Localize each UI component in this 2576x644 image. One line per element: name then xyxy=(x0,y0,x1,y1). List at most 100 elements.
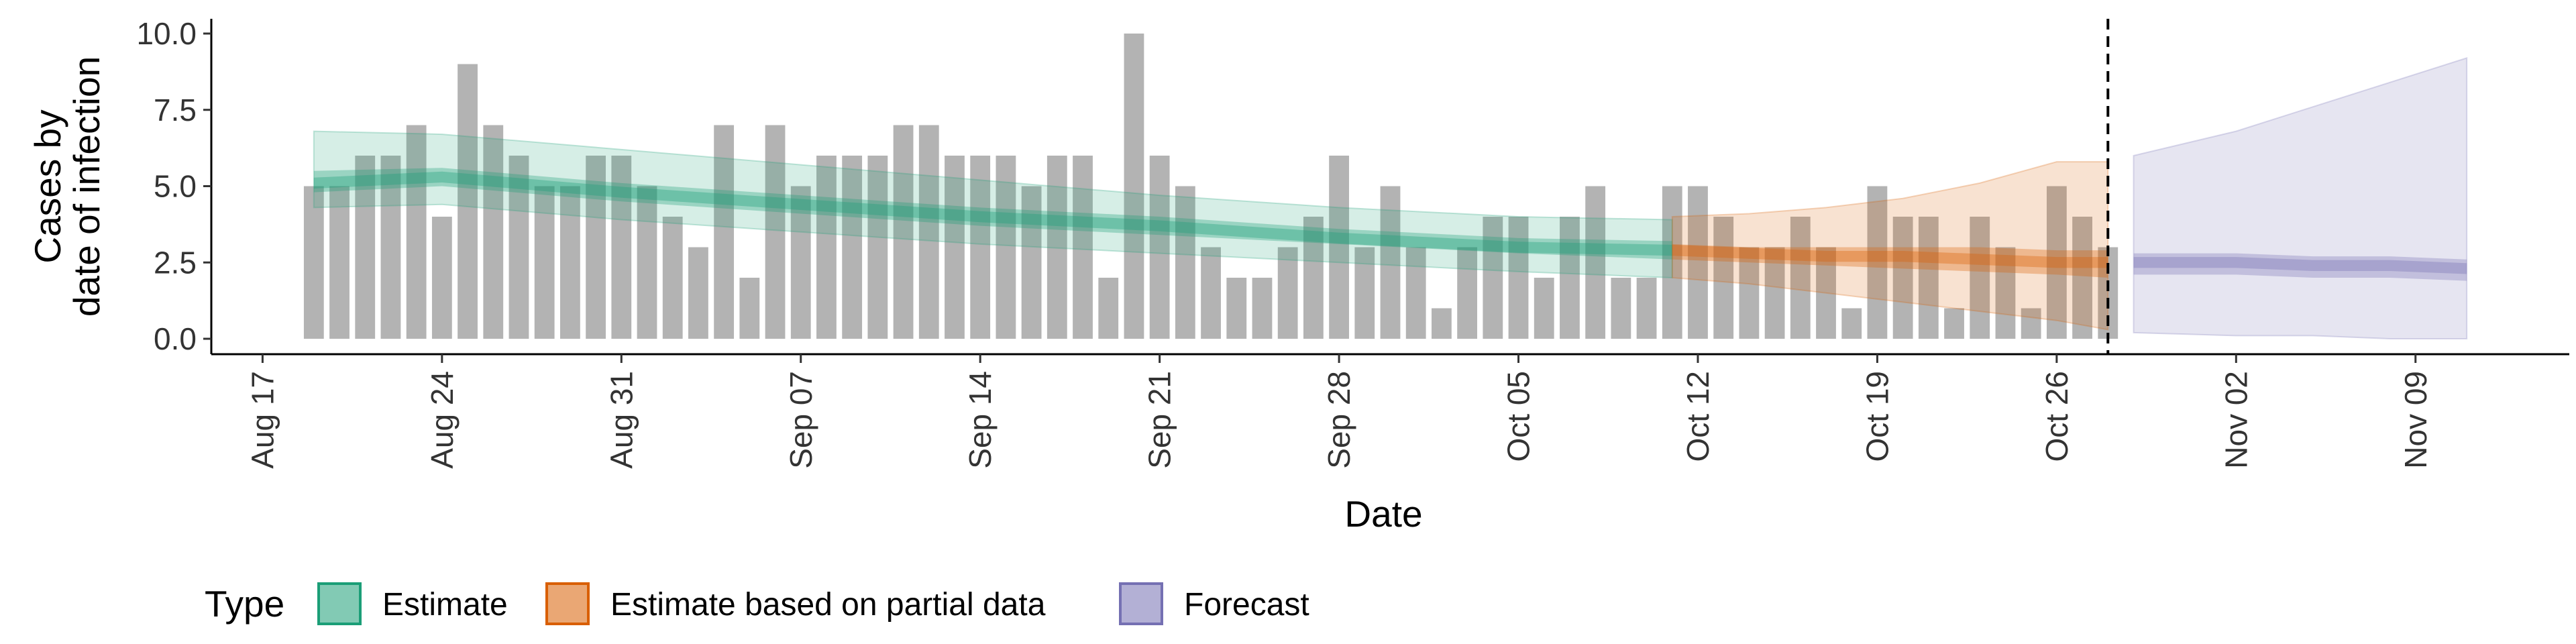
bar xyxy=(1713,217,1734,339)
band-90 xyxy=(2133,57,2468,339)
bar xyxy=(1892,217,1913,339)
bar xyxy=(1354,247,1375,339)
legend: Type Estimate Estimate based on partial da… xyxy=(205,582,1309,625)
bar xyxy=(1457,247,1478,339)
y-tick-label: 2.5 xyxy=(154,245,197,280)
bar xyxy=(1764,247,1785,339)
legend-item: Estimate xyxy=(317,582,508,625)
band-median xyxy=(2133,257,2467,274)
y-axis-title-line-2: date of infection xyxy=(66,56,107,317)
bar xyxy=(1405,247,1426,339)
bar xyxy=(1688,186,1708,339)
band-50 xyxy=(2133,253,2467,281)
bar xyxy=(1329,156,1349,339)
x-tick-label: Nov 09 xyxy=(2398,371,2433,469)
bar xyxy=(1201,247,1221,339)
bar xyxy=(1303,217,1324,339)
legend-swatch xyxy=(1119,582,1163,625)
bar xyxy=(303,186,324,339)
bar xyxy=(970,156,991,339)
bar xyxy=(893,125,914,339)
bar xyxy=(1816,247,1836,339)
bar xyxy=(329,186,350,339)
bar xyxy=(406,125,427,339)
x-axis-title: Date xyxy=(1344,493,1422,535)
y-tick-label: 7.5 xyxy=(154,93,197,127)
bar xyxy=(508,156,529,339)
x-tick-label: Nov 02 xyxy=(2218,371,2253,469)
bar xyxy=(996,156,1016,339)
ticks-layer: 0.0 2.5 5.0 7.5 10.0 Aug 17 Aug 24 Aug 31 Sep 07… xyxy=(136,16,2432,469)
bar xyxy=(739,278,760,339)
bar xyxy=(1611,278,1631,339)
x-tick-label: Sep 14 xyxy=(963,371,998,469)
bar xyxy=(1508,217,1529,339)
legend-title: Type xyxy=(205,583,284,625)
bar xyxy=(1585,186,1606,339)
y-axis-title-line-1: Cases by xyxy=(27,109,68,264)
bar xyxy=(1739,247,1760,339)
bar xyxy=(816,156,837,339)
bar xyxy=(637,186,657,339)
x-tick-label: Oct 05 xyxy=(1501,371,1536,462)
bar xyxy=(1021,186,1042,339)
bar xyxy=(1149,156,1170,339)
x-tick-label: Sep 21 xyxy=(1142,371,1177,469)
bar xyxy=(688,247,708,339)
bar xyxy=(1252,278,1273,339)
band-median xyxy=(1672,244,2108,268)
bar xyxy=(1226,278,1247,339)
bands-layer xyxy=(313,57,2468,339)
legend-item: Forecast xyxy=(1119,582,1309,625)
bar xyxy=(1175,186,1195,339)
bar xyxy=(867,156,888,339)
bar xyxy=(1944,308,1964,339)
bar xyxy=(355,156,376,339)
x-tick-label: Oct 19 xyxy=(1860,371,1894,462)
bar xyxy=(1841,308,1862,339)
bar xyxy=(380,156,401,339)
band-forecast xyxy=(2133,57,2468,339)
band-median xyxy=(313,171,1672,256)
bar xyxy=(1790,217,1811,339)
bar xyxy=(2021,308,2041,339)
bar xyxy=(1483,217,1503,339)
bar xyxy=(2072,217,2092,339)
x-tick-label: Sep 28 xyxy=(1322,371,1356,469)
bar xyxy=(1995,247,2016,339)
bar xyxy=(431,217,452,339)
legend-label: Forecast xyxy=(1184,587,1309,623)
bar xyxy=(1867,186,1888,339)
bar xyxy=(1277,247,1298,339)
bar xyxy=(458,64,478,339)
bar xyxy=(1560,217,1580,339)
bar xyxy=(534,186,555,339)
bar xyxy=(842,156,863,339)
x-tick-label: Oct 26 xyxy=(2039,371,2074,462)
bars-layer xyxy=(303,34,2118,339)
bar xyxy=(1636,278,1657,339)
bar xyxy=(1380,186,1401,339)
bar xyxy=(765,125,786,339)
legend-label: Estimate xyxy=(382,587,508,623)
legend-label: Estimate based on partial data xyxy=(610,587,1046,623)
bar xyxy=(714,125,735,339)
y-tick-label: 0.0 xyxy=(154,321,197,356)
band-50 xyxy=(313,168,1672,260)
bar xyxy=(918,125,939,339)
bar xyxy=(483,125,504,339)
x-tick-label: Aug 24 xyxy=(425,371,460,469)
x-tick-label: Aug 17 xyxy=(245,371,280,469)
legend-item: Estimate based on partial data xyxy=(545,582,1046,625)
bar xyxy=(1432,308,1452,339)
band-90 xyxy=(1671,161,2109,331)
bar xyxy=(1534,278,1554,339)
legend-swatch xyxy=(545,582,590,625)
bar xyxy=(611,156,632,339)
band-estimate xyxy=(313,130,1673,279)
bar xyxy=(1124,34,1144,339)
bar xyxy=(662,217,683,339)
bar xyxy=(1918,217,1939,339)
bar xyxy=(790,186,811,339)
